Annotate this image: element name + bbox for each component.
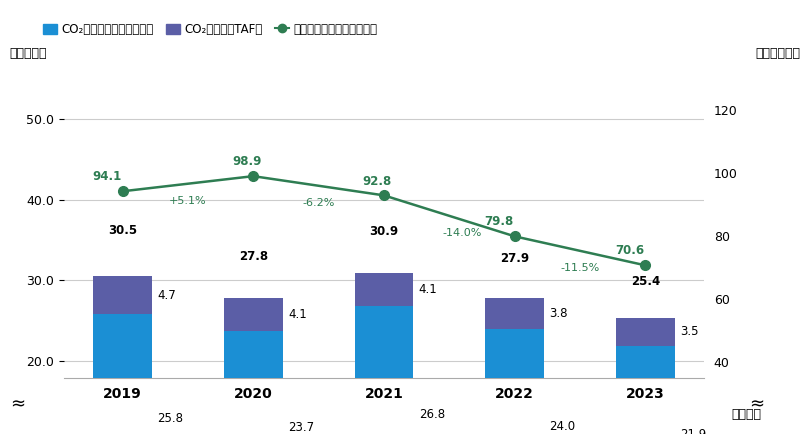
Text: 27.9: 27.9 — [500, 252, 530, 265]
Text: 94.1: 94.1 — [92, 171, 122, 184]
Text: 21.9: 21.9 — [680, 428, 706, 434]
Text: 70.6: 70.6 — [615, 244, 644, 257]
Text: 27.8: 27.8 — [238, 250, 268, 263]
Text: -6.2%: -6.2% — [302, 198, 335, 208]
Bar — [93, 276, 152, 315]
Text: ≈: ≈ — [749, 395, 764, 414]
Text: 25.4: 25.4 — [631, 275, 660, 288]
Text: 92.8: 92.8 — [363, 174, 392, 187]
Bar — [354, 273, 414, 306]
Text: （千トン）: （千トン） — [10, 47, 47, 60]
Bar — [354, 306, 414, 434]
Text: 25.8: 25.8 — [157, 412, 183, 425]
Bar — [486, 329, 544, 434]
Text: 98.9: 98.9 — [232, 155, 262, 168]
Legend: CO₂排出量（東レ（株））, CO₂排出量（TAF）, 東レグループ原単位増減率: CO₂排出量（東レ（株））, CO₂排出量（TAF）, 東レグループ原単位増減率 — [38, 18, 382, 41]
Text: -11.5%: -11.5% — [561, 263, 600, 273]
Text: 23.7: 23.7 — [288, 421, 314, 434]
Text: 3.5: 3.5 — [680, 326, 698, 339]
Bar — [616, 318, 675, 346]
Text: 26.8: 26.8 — [418, 408, 445, 421]
Text: 30.5: 30.5 — [108, 224, 137, 237]
Text: +5.1%: +5.1% — [169, 196, 206, 206]
Bar — [486, 298, 544, 329]
Bar — [93, 315, 152, 434]
Text: -14.0%: -14.0% — [442, 228, 482, 238]
Bar — [616, 346, 675, 434]
Text: （年度）: （年度） — [732, 408, 762, 421]
Bar — [224, 332, 282, 434]
Text: ≈: ≈ — [10, 395, 25, 414]
Text: 4.1: 4.1 — [418, 283, 438, 296]
Text: 30.9: 30.9 — [370, 225, 398, 238]
Text: 24.0: 24.0 — [550, 420, 575, 433]
Text: 4.7: 4.7 — [157, 289, 176, 302]
Bar — [224, 298, 282, 332]
Text: 3.8: 3.8 — [550, 307, 568, 320]
Text: 79.8: 79.8 — [485, 215, 514, 228]
Text: （原単位増減率）: （原単位増減率） — [755, 47, 800, 60]
Text: 4.1: 4.1 — [288, 308, 306, 321]
